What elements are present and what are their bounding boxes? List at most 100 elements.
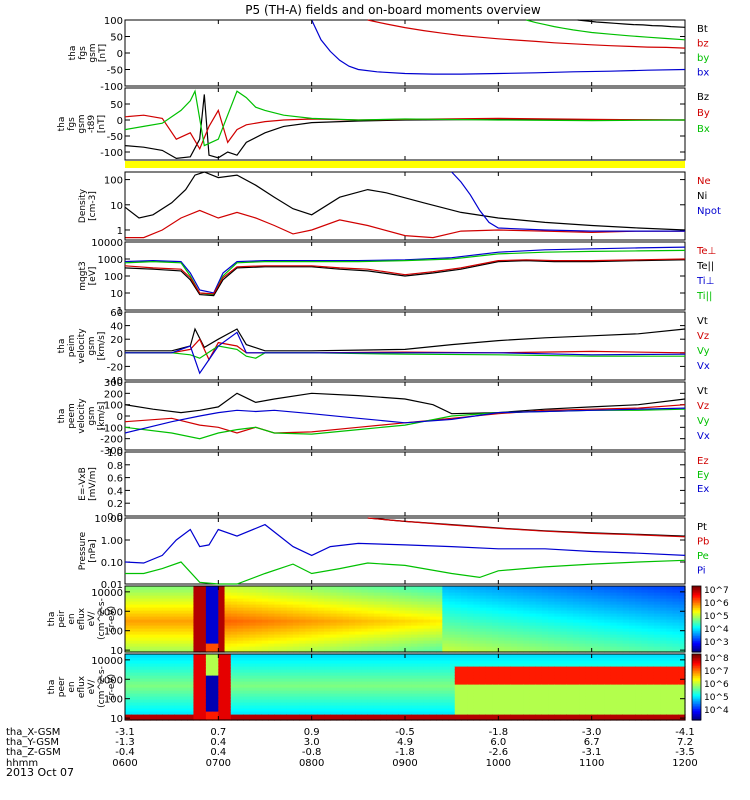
- peir-spec-cell: [635, 625, 643, 629]
- peer-spec-colorbar-cell: [692, 695, 701, 698]
- peer-spec-cell: [131, 690, 139, 694]
- peir-spec-cell: [454, 604, 462, 608]
- peer-spec-cell: [454, 687, 462, 691]
- peer-spec-cell: [286, 660, 294, 664]
- peer-spec-cell: [205, 699, 213, 703]
- peer-spec-cell: [653, 657, 661, 661]
- peir-spec-cell: [604, 613, 611, 617]
- peir-spec-cell: [616, 589, 624, 593]
- fgs-legend-entry: by: [697, 53, 709, 64]
- ephemeris-value-Z: -2.6: [489, 747, 509, 758]
- peer-spec-cell: [504, 711, 512, 715]
- peir-spec-cell: [249, 595, 257, 599]
- peir-spec-cell: [342, 634, 350, 638]
- peer-spec-cell: [417, 708, 425, 712]
- peir-spec-cell: [286, 625, 294, 629]
- peir-spec-cell: [143, 616, 151, 620]
- peir-spec-cell: [504, 637, 512, 641]
- peir-spec-cell: [604, 607, 611, 611]
- peer-spec-cell: [485, 666, 493, 670]
- peir-spec-cell: [168, 607, 176, 611]
- peir-spec-cell: [660, 598, 667, 602]
- peer-spec-cell: [299, 666, 307, 670]
- peer-spec-cell: [181, 654, 188, 658]
- peir-spec-cell: [616, 622, 624, 626]
- peir-spec-cell: [181, 631, 188, 635]
- peer-spec-cell: [529, 672, 537, 676]
- peer-spec-cell: [597, 687, 605, 691]
- peir-spec-cell: [193, 589, 201, 593]
- peir-spec-cell: [517, 613, 524, 617]
- peir-spec-cell: [554, 631, 562, 635]
- peer-spec-cell: [330, 690, 338, 694]
- peer-spec-cell: [380, 654, 387, 658]
- peir-spec-cell: [268, 634, 275, 638]
- peir-spec-cell: [131, 586, 139, 590]
- peer-spec-cell: [635, 702, 643, 706]
- peer-spec-cell: [467, 663, 475, 667]
- peir-spec-cell: [181, 604, 188, 608]
- peir-spec-cell: [131, 628, 139, 632]
- peer-spec-cell: [610, 672, 618, 676]
- peir-spec-cell: [579, 634, 587, 638]
- peir-spec-cell: [218, 613, 226, 617]
- peer-spec-cell: [529, 687, 537, 691]
- peer-spec-cell: [193, 663, 201, 667]
- peir-spec-cell: [293, 613, 300, 617]
- peir-spec-cell: [131, 643, 139, 647]
- peir-spec-cell: [604, 631, 611, 635]
- peer-spec-cell: [660, 690, 667, 694]
- peir-spec-cell: [199, 607, 207, 611]
- peer-spec-cell: [597, 654, 605, 658]
- peir-spec-cell: [237, 616, 244, 620]
- fgs-legend-entry: bz: [697, 39, 709, 50]
- peir-spec-cell: [174, 607, 182, 611]
- peer-spec-cell: [243, 684, 251, 688]
- peir-spec-cell: [485, 634, 493, 638]
- peir-spec-cell: [243, 589, 251, 593]
- peer-spec-cell: [554, 675, 562, 679]
- peir-spec-cell: [672, 625, 680, 629]
- peir-spec-cell: [448, 631, 456, 635]
- peir-spec-cell: [342, 622, 350, 626]
- peer-spec-cell: [454, 657, 462, 661]
- peir-spec-cell: [629, 628, 636, 632]
- peir-spec-cell: [311, 643, 319, 647]
- peir-spec-cell: [299, 601, 307, 605]
- peer-spec-cell: [622, 666, 630, 670]
- peir-spec-cell: [641, 601, 649, 605]
- peer-spec-cell: [349, 708, 356, 712]
- peir-spec-cell: [541, 628, 549, 632]
- peir-spec-cell: [249, 637, 257, 641]
- peir-spec-cell: [461, 586, 468, 590]
- peir-spec-cell: [324, 628, 331, 632]
- peer-spec-cell: [187, 672, 195, 676]
- peer-spec-cell: [448, 702, 456, 706]
- peir-spec-cell: [597, 598, 605, 602]
- peer-spec-cell: [274, 708, 282, 712]
- peer-spec-cell: [243, 663, 251, 667]
- peer-spec-cell: [573, 666, 580, 670]
- peer-spec-cell: [467, 711, 475, 715]
- peir-spec-cell: [392, 616, 400, 620]
- efield-ytick-label: 0.0: [107, 512, 123, 523]
- peer-spec-cell: [573, 675, 580, 679]
- peir-spec-cell: [162, 619, 170, 623]
- peer-spec-cell: [336, 672, 344, 676]
- peir-spec-cell: [573, 610, 580, 614]
- peir-spec-cell: [454, 649, 462, 653]
- peir-spec-cell: [560, 607, 568, 611]
- peer-spec-cell: [274, 657, 282, 661]
- peir-spec-cell: [479, 637, 487, 641]
- peir-spec-cell: [187, 616, 195, 620]
- peir-spec-cell: [255, 625, 263, 629]
- peer-spec-cell: [168, 678, 176, 682]
- peer-spec-cell: [461, 699, 468, 703]
- peir-spec-cell: [286, 601, 294, 605]
- peir-spec-cell: [392, 625, 400, 629]
- peir-spec-cell: [442, 616, 450, 620]
- peer-spec-cell: [199, 681, 207, 685]
- peir-spec-cell: [324, 595, 331, 599]
- peir-spec-cell: [355, 586, 363, 590]
- peer-spec-cell: [156, 687, 163, 691]
